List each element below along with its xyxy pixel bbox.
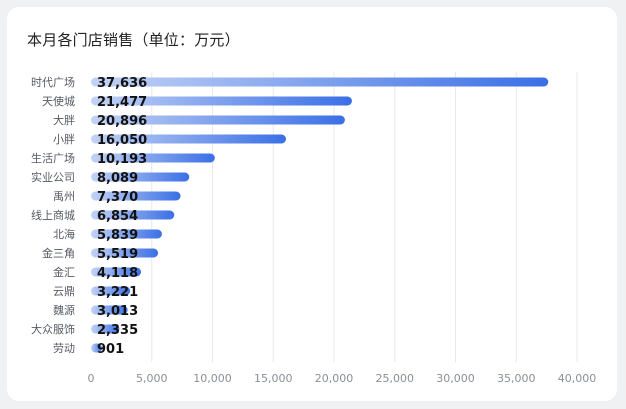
value-label: 901 [97, 342, 124, 357]
value-label: 20,896 [97, 114, 147, 129]
bar [91, 343, 102, 353]
bar [91, 77, 549, 87]
category-label: 大胖 [53, 113, 75, 127]
chart-title: 本月各门店销售（单位：万元） [27, 31, 240, 49]
bar [91, 267, 142, 277]
category-label: 时代广场 [31, 75, 75, 89]
category-label: 小胖 [53, 133, 75, 146]
category-label: 实业公司 [31, 170, 75, 184]
bars [91, 77, 549, 353]
category-label: 云鼎 [53, 285, 75, 298]
chart-card: 本月各门店销售（单位：万元） [7, 7, 617, 401]
x-tick-label: 10,000 [193, 372, 232, 385]
value-label: 4,118 [97, 266, 138, 281]
value-label: 6,854 [97, 209, 138, 224]
category-label: 禹州 [53, 190, 75, 203]
category-label: 金三角 [42, 246, 75, 260]
category-label: 线上商城 [31, 208, 75, 222]
x-tick-label: 0 [88, 372, 95, 385]
category-label: 魏源 [53, 303, 75, 317]
value-label: 3,221 [97, 285, 138, 300]
value-label: 10,193 [97, 152, 147, 167]
x-tick-label: 15,000 [254, 372, 293, 385]
bar [91, 210, 175, 220]
x-tick-label: 25,000 [376, 372, 415, 385]
bar [91, 248, 159, 258]
bar [91, 96, 352, 106]
category-label: 天使城 [42, 95, 75, 108]
bar [91, 229, 162, 239]
category-label: 北海 [53, 227, 75, 241]
category-label: 劳动 [53, 342, 75, 355]
value-label: 8,089 [97, 171, 138, 186]
category-label: 生活广场 [31, 151, 75, 165]
x-tick-label: 40,000 [558, 372, 597, 385]
bar [91, 324, 120, 334]
value-labels: 37,636 21,477 20,896 16,050 10,193 8,089 7,370… [97, 76, 147, 357]
category-label: 大众服饰 [31, 322, 75, 336]
category-labels: 时代广场天使城大胖小胖生活广场实业公司禹州线上商城北海金三角金汇云鼎魏源大众服饰… [31, 75, 75, 355]
x-tick-label: 30,000 [436, 372, 475, 385]
value-label: 7,370 [97, 190, 138, 205]
x-tick-label: 5,000 [136, 372, 168, 385]
x-tick-label: 20,000 [315, 372, 354, 385]
x-axis-ticks: 0 5,000 10,000 15,000 20,000 25,000 30,000 35,0… [88, 372, 597, 385]
x-tick-label: 35,000 [497, 372, 536, 385]
bar [91, 286, 131, 296]
bar [91, 172, 190, 182]
bar [91, 115, 345, 125]
value-label: 2,335 [97, 323, 138, 338]
value-label: 21,477 [97, 95, 147, 110]
bar [91, 305, 128, 315]
bar [91, 134, 287, 144]
value-label: 5,519 [97, 247, 138, 262]
category-label: 金汇 [53, 265, 75, 279]
value-label: 37,636 [97, 76, 147, 91]
bar [91, 153, 215, 163]
value-label: 3,013 [97, 304, 138, 319]
value-label: 16,050 [97, 133, 147, 148]
value-label: 5,839 [97, 228, 138, 243]
bar [91, 191, 181, 201]
